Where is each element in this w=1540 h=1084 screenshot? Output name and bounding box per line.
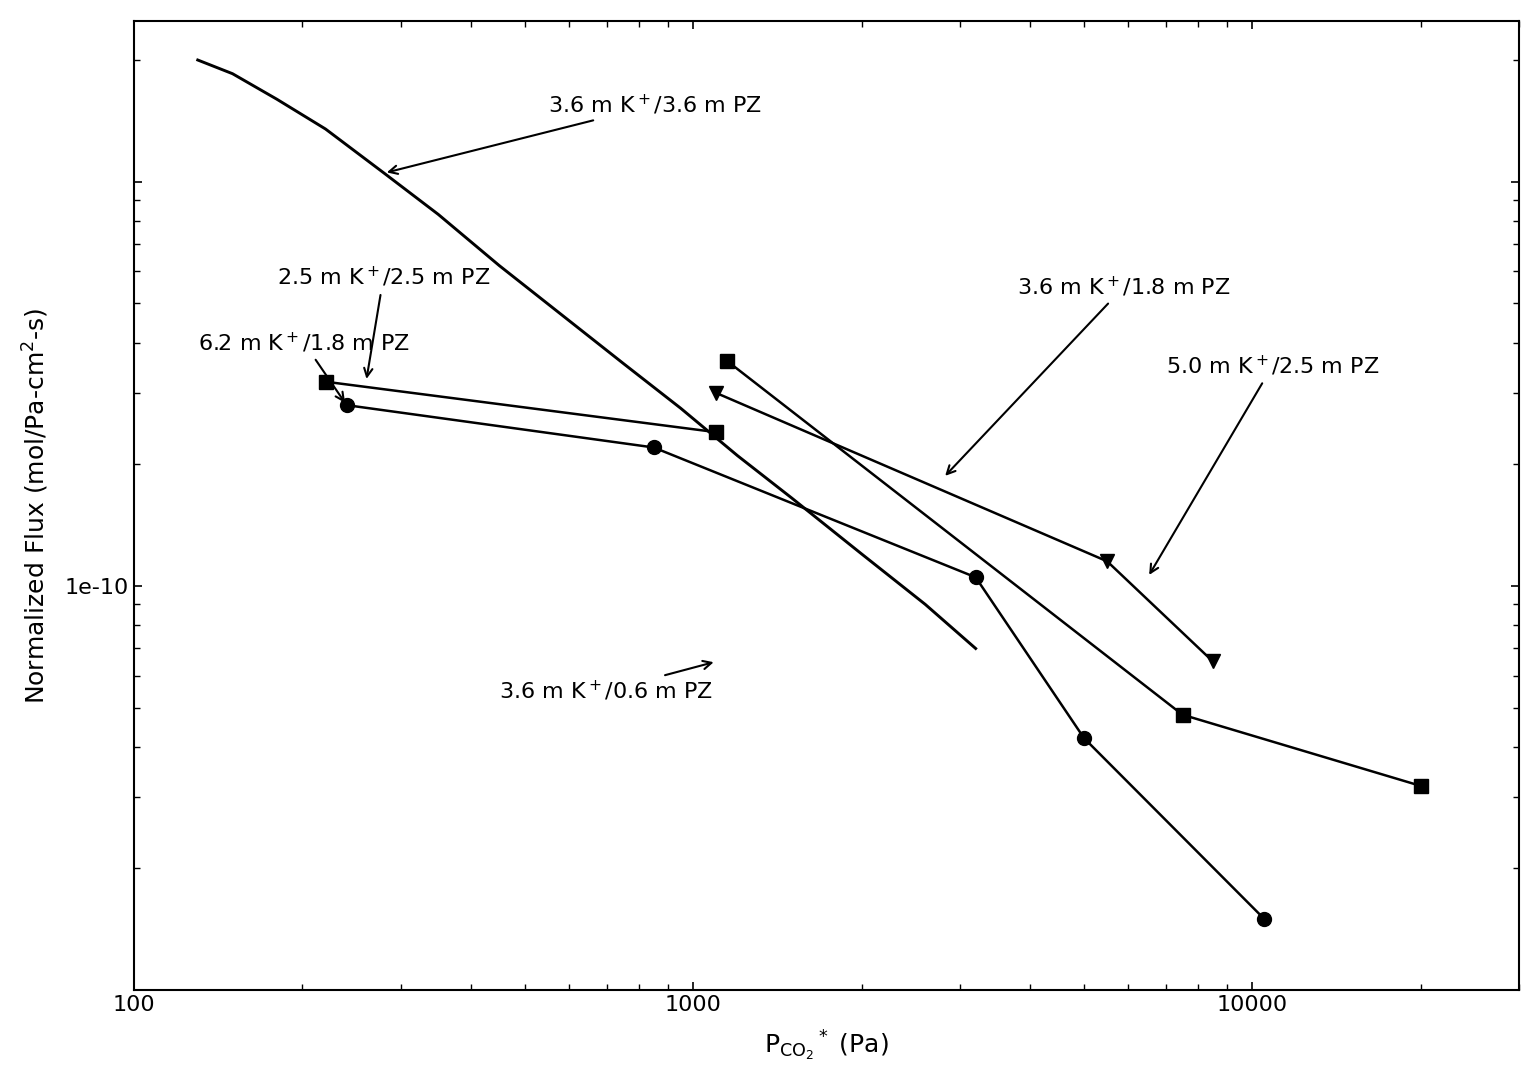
Y-axis label: Normalized Flux (mol/Pa-cm$^{2}$-s): Normalized Flux (mol/Pa-cm$^{2}$-s) xyxy=(22,308,51,704)
Text: 5.0 m K$^+$/2.5 m PZ: 5.0 m K$^+$/2.5 m PZ xyxy=(1150,353,1380,573)
Text: 3.6 m K$^+$/3.6 m PZ: 3.6 m K$^+$/3.6 m PZ xyxy=(390,92,762,173)
Text: 6.2 m K$^+$/1.8 m PZ: 6.2 m K$^+$/1.8 m PZ xyxy=(197,331,410,401)
Text: 3.6 m K$^+$/1.8 m PZ: 3.6 m K$^+$/1.8 m PZ xyxy=(947,274,1230,474)
Text: 3.6 m K$^+$/0.6 m PZ: 3.6 m K$^+$/0.6 m PZ xyxy=(499,661,713,702)
X-axis label: P$_{\rm CO_2}$$^*$ (Pa): P$_{\rm CO_2}$$^*$ (Pa) xyxy=(764,1029,889,1063)
Text: 2.5 m K$^+$/2.5 m PZ: 2.5 m K$^+$/2.5 m PZ xyxy=(277,266,490,376)
